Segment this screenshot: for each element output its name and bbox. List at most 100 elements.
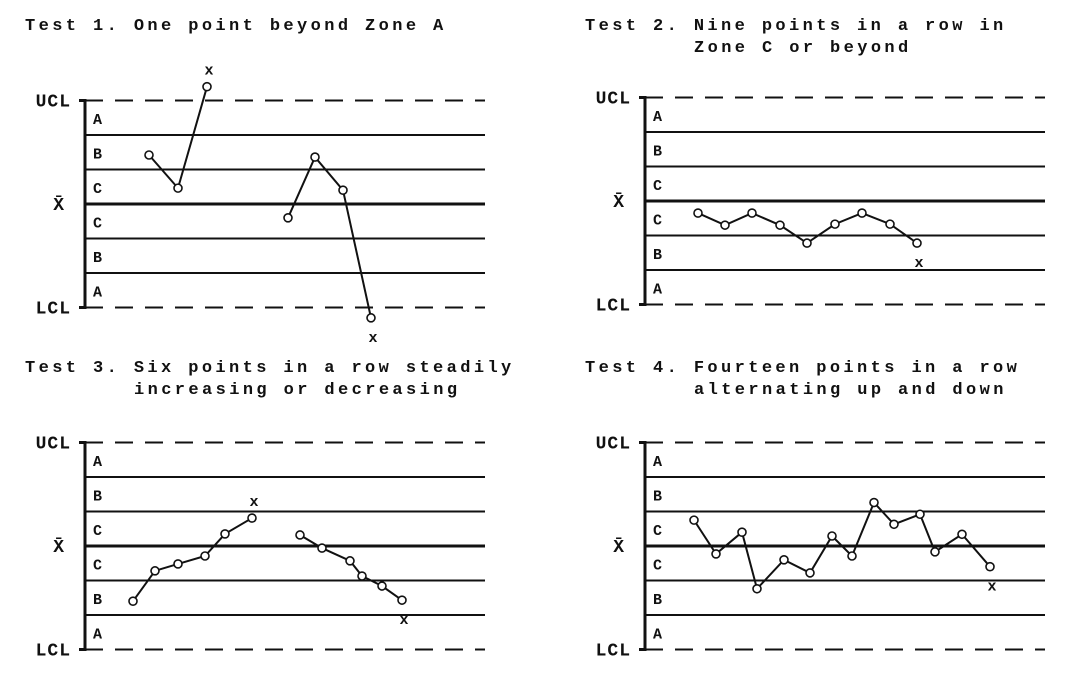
- data-point: [912, 238, 922, 248]
- data-point: [915, 509, 925, 520]
- panel-title: Test 2. Nine points in a row in: [585, 17, 1007, 36]
- axis-bracket: [79, 99, 87, 309]
- data-line: [287, 155, 372, 319]
- panel-title: Zone C or beyond: [694, 39, 912, 58]
- zone-label: A: [93, 626, 102, 643]
- zone-label: A: [653, 454, 662, 471]
- zone-label: B: [653, 247, 662, 264]
- limit-label: UCL: [596, 435, 631, 455]
- zone-label: A: [93, 112, 102, 129]
- data-point: [366, 313, 376, 323]
- data-line: [148, 86, 208, 191]
- data-point: [869, 497, 879, 508]
- data-line: [693, 500, 991, 591]
- data-point: [827, 531, 837, 541]
- zone-label: C: [653, 557, 662, 574]
- zone-label: B: [653, 143, 662, 160]
- flag-mark: x: [914, 255, 923, 272]
- data-point: [693, 208, 703, 218]
- data-point: [345, 556, 355, 566]
- zone-label: C: [93, 523, 102, 540]
- panel-title: alternating up and down: [694, 381, 1007, 400]
- limit-label: UCL: [596, 90, 631, 110]
- data-point: [985, 561, 995, 572]
- flag-mark: x: [987, 579, 996, 596]
- zone-label: B: [653, 488, 662, 505]
- data-point: [737, 527, 747, 538]
- data-point: [847, 551, 857, 561]
- limit-label: UCL: [36, 93, 71, 113]
- data-point: [752, 583, 762, 594]
- zone-label: A: [93, 454, 102, 471]
- limit-label: LCL: [596, 642, 631, 662]
- data-point: [885, 219, 895, 229]
- data-point: [747, 208, 757, 218]
- zone-label: A: [653, 109, 662, 126]
- axis-bracket: [79, 441, 87, 651]
- data-point: [200, 551, 210, 561]
- limit-label: X̄: [53, 195, 65, 216]
- data-point: [357, 571, 367, 581]
- data-point: [247, 513, 257, 523]
- data-point: [779, 554, 789, 565]
- data-point: [397, 595, 407, 605]
- limit-label: X̄: [53, 537, 65, 558]
- zone-label: B: [93, 146, 102, 163]
- data-point: [173, 183, 183, 193]
- data-point: [283, 213, 293, 223]
- panel-title: Test 4. Fourteen points in a row: [585, 359, 1020, 378]
- zone-label: B: [653, 592, 662, 609]
- limit-label: X̄: [613, 537, 625, 558]
- data-point: [338, 185, 348, 195]
- data-point: [310, 152, 320, 162]
- data-line: [132, 517, 253, 602]
- data-point: [173, 559, 183, 569]
- data-point: [930, 547, 940, 557]
- panel-title: increasing or decreasing: [134, 381, 460, 400]
- axis-bracket: [639, 441, 647, 651]
- limit-label: LCL: [36, 300, 71, 320]
- flag-mark: x: [249, 494, 258, 511]
- limit-label: UCL: [36, 435, 71, 455]
- zone-label: A: [93, 284, 102, 301]
- zone-label: C: [93, 181, 102, 198]
- data-point: [802, 238, 812, 248]
- zone-label: A: [653, 281, 662, 298]
- limit-label: LCL: [36, 642, 71, 662]
- zone-label: C: [93, 215, 102, 232]
- data-point: [857, 208, 867, 218]
- flag-mark: x: [368, 330, 377, 347]
- data-point: [830, 219, 840, 229]
- data-point: [220, 529, 230, 539]
- zone-label: C: [653, 212, 662, 229]
- zone-label: B: [93, 488, 102, 505]
- data-point: [377, 581, 387, 591]
- data-point: [150, 566, 160, 576]
- flag-mark: x: [399, 612, 408, 629]
- limit-label: LCL: [596, 297, 631, 317]
- zone-label: A: [653, 626, 662, 643]
- zone-label: B: [93, 592, 102, 609]
- panel-title: Test 1. One point beyond Zone A: [25, 17, 447, 36]
- data-point: [144, 150, 154, 160]
- data-point: [317, 543, 327, 553]
- data-point: [805, 568, 815, 578]
- zone-label: C: [93, 557, 102, 574]
- axis-bracket: [639, 96, 647, 306]
- panel-title: Test 3. Six points in a row steadily: [25, 359, 515, 378]
- data-point: [711, 549, 721, 559]
- data-point: [720, 220, 730, 230]
- zone-label: C: [653, 523, 662, 540]
- data-point: [889, 519, 899, 530]
- data-point: [202, 81, 212, 92]
- data-point: [295, 530, 305, 540]
- limit-label: X̄: [613, 192, 625, 213]
- zone-label: C: [653, 178, 662, 195]
- zone-label: B: [93, 250, 102, 267]
- data-point: [689, 515, 699, 525]
- data-point: [128, 596, 138, 607]
- data-point: [957, 529, 967, 540]
- data-point: [775, 220, 785, 230]
- flag-mark: x: [204, 63, 213, 80]
